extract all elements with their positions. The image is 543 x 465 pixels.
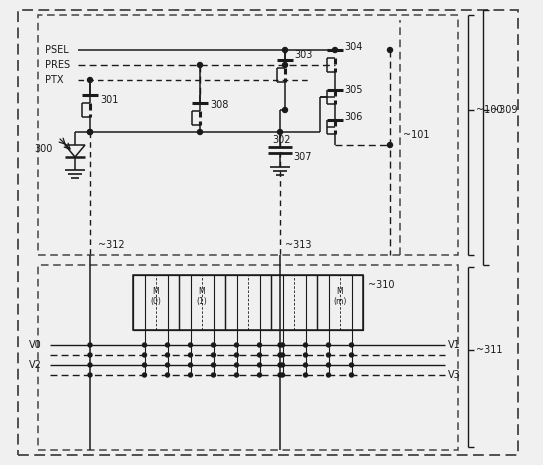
Circle shape [188,343,193,347]
Text: V0: V0 [29,340,42,350]
Bar [271,275,317,330]
Circle shape [212,373,216,377]
Circle shape [142,363,147,367]
Circle shape [277,129,282,134]
Circle shape [188,363,193,367]
Circle shape [278,343,282,347]
Text: ~311: ~311 [476,345,502,355]
Bar [317,275,363,330]
Text: M
(0): M (0) [150,287,161,306]
Circle shape [282,107,287,113]
Circle shape [142,343,147,347]
Circle shape [304,373,307,377]
Circle shape [282,47,287,53]
Circle shape [87,129,92,134]
Circle shape [350,343,353,347]
Circle shape [388,142,393,147]
Circle shape [388,47,393,53]
Circle shape [257,343,262,347]
Circle shape [87,78,92,82]
Circle shape [350,373,353,377]
Circle shape [326,363,331,367]
Circle shape [235,343,238,347]
Text: PRES: PRES [45,60,70,70]
Circle shape [166,363,169,367]
Circle shape [198,129,203,134]
Text: 306: 306 [344,112,362,122]
Text: 301: 301 [100,95,118,105]
Circle shape [304,363,307,367]
Text: M
(m): M (m) [333,287,346,306]
Circle shape [282,62,287,67]
Circle shape [235,373,238,377]
Circle shape [212,363,216,367]
Circle shape [257,363,262,367]
Text: M
(1): M (1) [197,287,207,306]
Circle shape [332,47,338,53]
Text: PSEL: PSEL [45,45,69,55]
Circle shape [281,373,285,377]
Circle shape [88,343,92,347]
Circle shape [87,129,92,134]
Circle shape [88,353,92,357]
Text: ~309: ~309 [491,105,517,115]
Bar [179,275,225,330]
Text: PTX: PTX [45,75,64,85]
Circle shape [257,373,262,377]
Circle shape [278,373,282,377]
Bar [38,265,458,450]
Circle shape [235,353,238,357]
Text: ~313: ~313 [285,240,312,250]
Circle shape [281,363,285,367]
Text: 307: 307 [293,152,312,162]
Bar [38,15,458,255]
Text: 302: 302 [272,135,291,145]
Circle shape [188,353,193,357]
Text: 308: 308 [210,100,229,110]
Circle shape [166,343,169,347]
Text: V1: V1 [448,340,461,350]
Circle shape [281,343,285,347]
Circle shape [304,353,307,357]
Circle shape [326,373,331,377]
Circle shape [142,373,147,377]
Circle shape [278,353,282,357]
Bar [225,275,271,330]
Circle shape [188,373,193,377]
Circle shape [281,353,285,357]
Circle shape [235,363,238,367]
Text: 304: 304 [344,42,362,52]
Circle shape [212,353,216,357]
Circle shape [88,373,92,377]
Bar [133,275,363,330]
Text: 305: 305 [344,85,363,95]
Text: ~101: ~101 [403,130,430,140]
Circle shape [198,62,203,67]
Text: 300: 300 [35,144,53,154]
Circle shape [350,363,353,367]
Text: ~312: ~312 [98,240,125,250]
Circle shape [326,353,331,357]
Circle shape [350,353,353,357]
Bar [133,275,179,330]
Text: ~100: ~100 [476,105,502,115]
Circle shape [278,363,282,367]
Circle shape [257,353,262,357]
Text: V3: V3 [448,370,461,380]
Text: 303: 303 [294,50,312,60]
Text: ~310: ~310 [368,280,395,290]
Circle shape [212,343,216,347]
Circle shape [142,353,147,357]
Circle shape [88,363,92,367]
Circle shape [304,343,307,347]
Circle shape [166,373,169,377]
Circle shape [166,353,169,357]
Text: V2: V2 [29,360,42,370]
Circle shape [326,343,331,347]
